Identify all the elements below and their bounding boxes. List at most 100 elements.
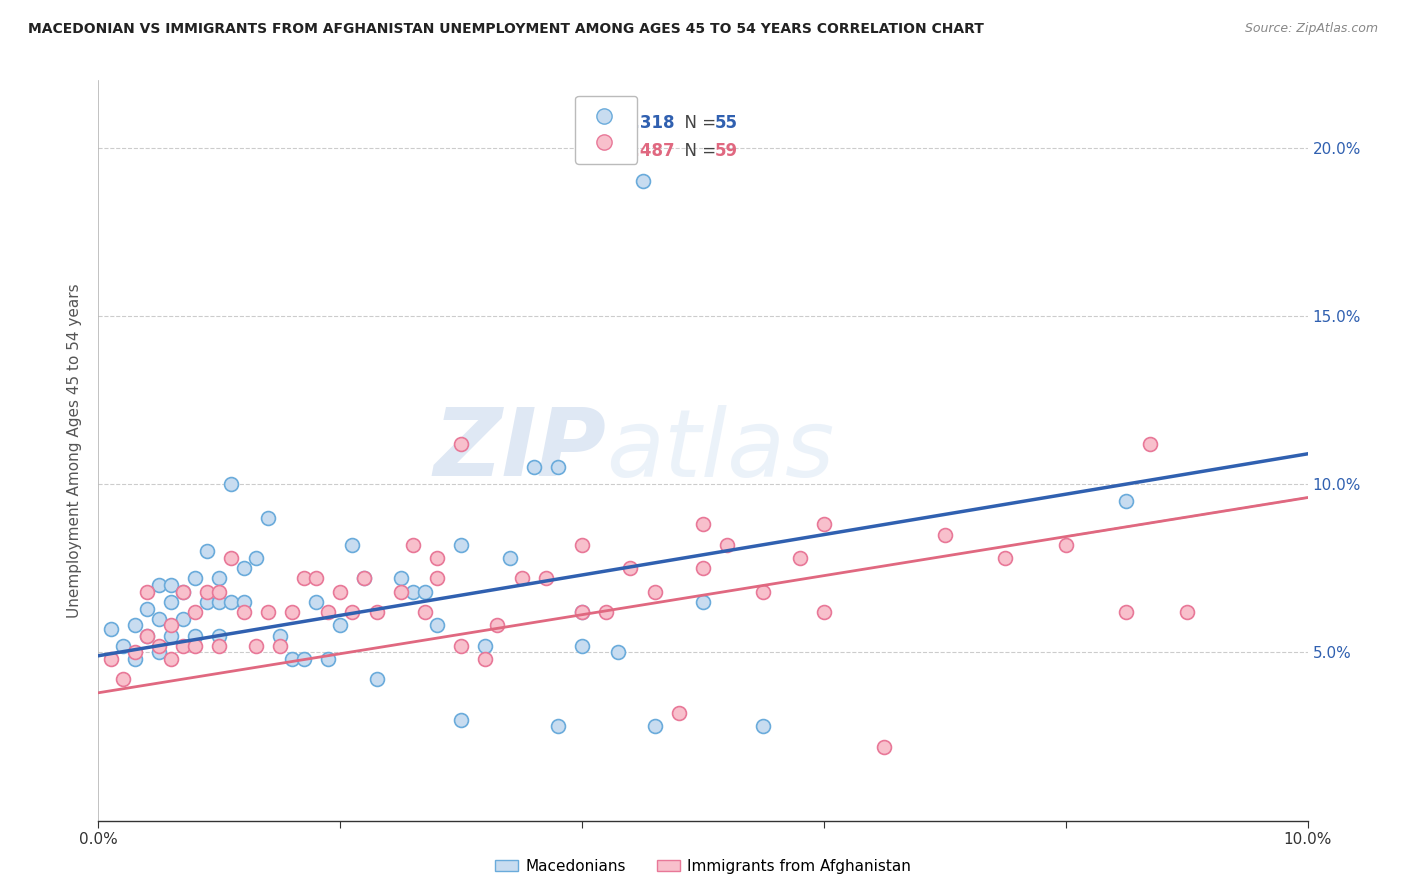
Point <box>450 436 472 450</box>
Point <box>413 605 436 619</box>
Point <box>366 605 388 619</box>
Point <box>232 605 254 619</box>
Point <box>305 571 328 585</box>
Point <box>184 571 207 585</box>
Point <box>208 628 231 642</box>
Point <box>124 652 146 666</box>
Point <box>389 571 412 585</box>
Point <box>269 639 291 653</box>
Point <box>668 706 690 720</box>
Point <box>1054 538 1077 552</box>
Point <box>316 605 339 619</box>
Point <box>353 571 375 585</box>
Point <box>160 628 183 642</box>
Text: 59: 59 <box>716 142 738 160</box>
Point <box>595 605 617 619</box>
Point <box>692 595 714 609</box>
Point <box>547 460 569 475</box>
Point <box>619 561 641 575</box>
Point <box>813 517 835 532</box>
Legend: , : , <box>575 96 637 164</box>
Point <box>195 584 218 599</box>
Text: MACEDONIAN VS IMMIGRANTS FROM AFGHANISTAN UNEMPLOYMENT AMONG AGES 45 TO 54 YEARS: MACEDONIAN VS IMMIGRANTS FROM AFGHANISTA… <box>28 22 984 37</box>
Point <box>208 595 231 609</box>
Point <box>292 652 315 666</box>
Point <box>523 460 546 475</box>
Point <box>221 477 243 491</box>
Text: Source: ZipAtlas.com: Source: ZipAtlas.com <box>1244 22 1378 36</box>
Point <box>160 652 183 666</box>
Point <box>269 628 291 642</box>
Point <box>135 601 157 615</box>
Point <box>716 538 738 552</box>
Point <box>172 612 194 626</box>
Point <box>148 578 170 592</box>
Point <box>813 605 835 619</box>
Point <box>692 517 714 532</box>
Point <box>292 571 315 585</box>
Point <box>1115 494 1137 508</box>
Point <box>245 551 267 566</box>
Text: N =: N = <box>673 142 721 160</box>
Point <box>135 628 157 642</box>
Text: 55: 55 <box>716 114 738 132</box>
Y-axis label: Unemployment Among Ages 45 to 54 years: Unemployment Among Ages 45 to 54 years <box>67 283 83 618</box>
Point <box>692 561 714 575</box>
Point <box>329 618 352 632</box>
Point <box>934 527 956 541</box>
Point <box>873 739 896 754</box>
Point <box>184 605 207 619</box>
Point <box>631 174 654 188</box>
Point <box>111 639 134 653</box>
Point <box>474 652 496 666</box>
Point <box>232 595 254 609</box>
Point <box>256 510 278 524</box>
Point <box>1175 605 1198 619</box>
Point <box>450 713 472 727</box>
Point <box>221 595 243 609</box>
Point <box>366 673 388 687</box>
Legend: Macedonians, Immigrants from Afghanistan: Macedonians, Immigrants from Afghanistan <box>489 853 917 880</box>
Text: 0.487: 0.487 <box>621 142 675 160</box>
Point <box>148 612 170 626</box>
Point <box>281 652 304 666</box>
Point <box>607 645 630 659</box>
Point <box>100 652 122 666</box>
Point <box>1115 605 1137 619</box>
Point <box>426 618 449 632</box>
Point <box>172 584 194 599</box>
Point <box>342 538 364 552</box>
Point <box>510 571 533 585</box>
Point <box>329 584 352 599</box>
Point <box>160 578 183 592</box>
Point <box>100 622 122 636</box>
Text: N =: N = <box>673 114 721 132</box>
Point <box>160 595 183 609</box>
Point <box>305 595 328 609</box>
Point <box>148 639 170 653</box>
Point <box>172 584 194 599</box>
Point <box>994 551 1017 566</box>
Point <box>256 605 278 619</box>
Point <box>571 639 593 653</box>
Point <box>353 571 375 585</box>
Point <box>571 605 593 619</box>
Point <box>208 571 231 585</box>
Point <box>184 639 207 653</box>
Point <box>184 628 207 642</box>
Point <box>160 618 183 632</box>
Point <box>571 538 593 552</box>
Point <box>221 551 243 566</box>
Point <box>450 538 472 552</box>
Point <box>789 551 811 566</box>
Point <box>752 719 775 733</box>
Point <box>172 639 194 653</box>
Point <box>1139 436 1161 450</box>
Text: ZIP: ZIP <box>433 404 606 497</box>
Point <box>413 584 436 599</box>
Text: 0.318: 0.318 <box>621 114 675 132</box>
Point <box>474 639 496 653</box>
Point <box>426 551 449 566</box>
Point <box>402 538 425 552</box>
Point <box>534 571 557 585</box>
